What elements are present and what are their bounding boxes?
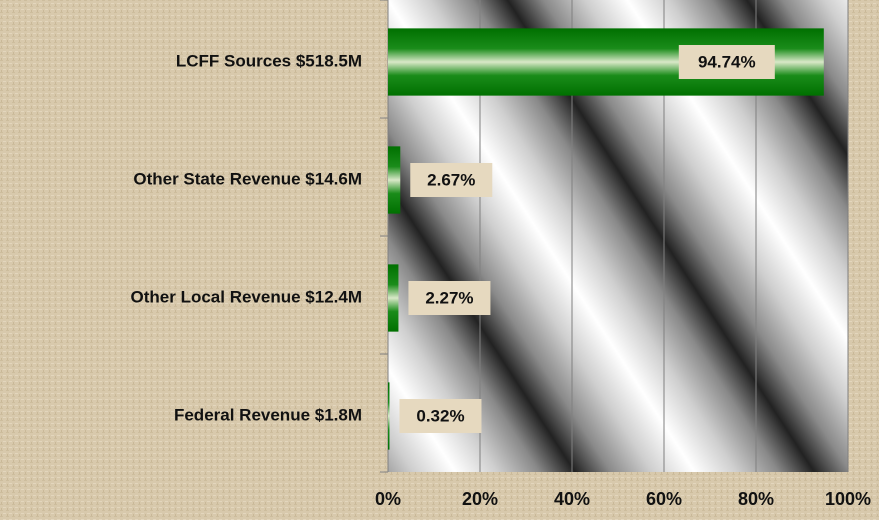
x-tick-label: 60%	[646, 489, 682, 509]
bar	[388, 264, 399, 332]
y-tick-label: LCFF Sources $518.5M	[176, 51, 362, 70]
y-tick-label: Other Local Revenue $12.4M	[131, 287, 362, 306]
x-tick-label: 40%	[554, 489, 590, 509]
x-tick-label: 0%	[375, 489, 401, 509]
data-label-box	[410, 163, 493, 197]
data-label-box	[408, 281, 491, 315]
data-label-box	[399, 399, 482, 433]
data-label: 94.74%	[698, 52, 756, 71]
data-label-box	[678, 45, 775, 79]
bar	[388, 382, 390, 450]
data-label: 0.32%	[416, 406, 464, 425]
y-tick-label: Federal Revenue $1.8M	[174, 405, 362, 424]
x-tick-label: 100%	[825, 489, 871, 509]
data-label: 2.67%	[427, 170, 475, 189]
x-tick-label: 80%	[738, 489, 774, 509]
data-label: 2.27%	[425, 288, 473, 307]
bar	[388, 146, 401, 214]
y-tick-label: Other State Revenue $14.6M	[133, 169, 362, 188]
x-tick-label: 20%	[462, 489, 498, 509]
